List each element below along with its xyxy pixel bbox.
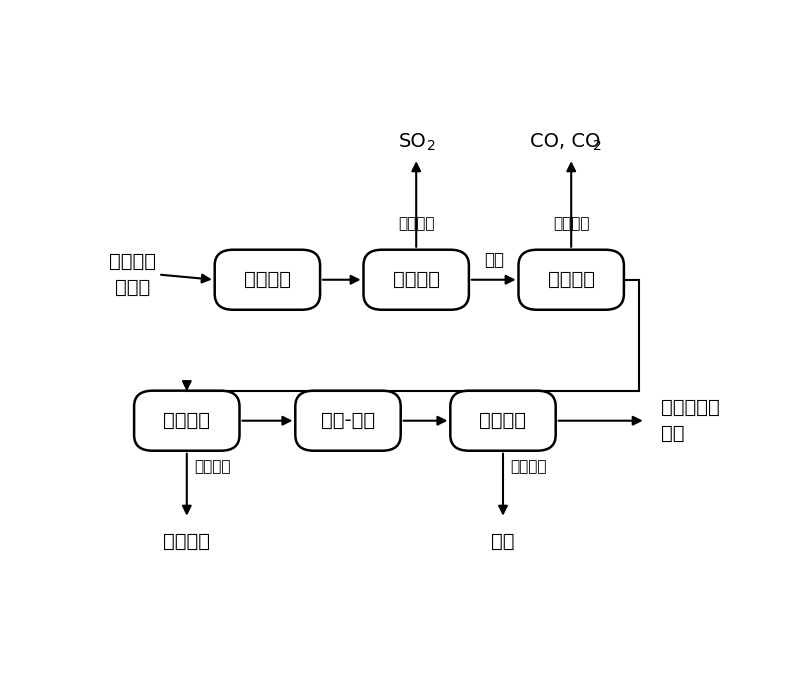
Text: 熔渣: 熔渣: [491, 532, 514, 551]
Text: 煤、灰分: 煤、灰分: [163, 532, 210, 551]
FancyBboxPatch shape: [363, 250, 469, 310]
Text: 氧化改性: 氧化改性: [393, 271, 440, 290]
Text: 配煤: 配煤: [484, 252, 504, 269]
FancyBboxPatch shape: [450, 391, 556, 451]
Text: 物理改性: 物理改性: [244, 271, 291, 290]
FancyBboxPatch shape: [295, 391, 401, 451]
Text: 成分调整: 成分调整: [479, 411, 526, 431]
Text: 有色金属: 有色金属: [109, 252, 156, 271]
Text: （去杂）: （去杂）: [194, 459, 230, 474]
FancyBboxPatch shape: [134, 391, 239, 451]
Text: SO: SO: [399, 132, 427, 151]
Text: 还原处理: 还原处理: [548, 271, 594, 290]
Text: （去杂）: （去杂）: [510, 459, 547, 474]
Text: 磁选分离: 磁选分离: [163, 411, 210, 431]
Text: （脱硫）: （脱硫）: [398, 216, 434, 231]
Text: 铁液: 铁液: [661, 424, 685, 443]
Text: 低碳、低硫: 低碳、低硫: [661, 398, 720, 417]
Text: （去氧）: （去氧）: [553, 216, 590, 231]
FancyBboxPatch shape: [518, 250, 624, 310]
Text: CO, CO: CO, CO: [530, 132, 600, 151]
Text: 冶炼渣: 冶炼渣: [114, 278, 150, 297]
Text: 2: 2: [427, 139, 436, 153]
Text: 配渣-熔分: 配渣-熔分: [321, 411, 375, 431]
Text: 2: 2: [593, 139, 602, 153]
FancyBboxPatch shape: [214, 250, 320, 310]
